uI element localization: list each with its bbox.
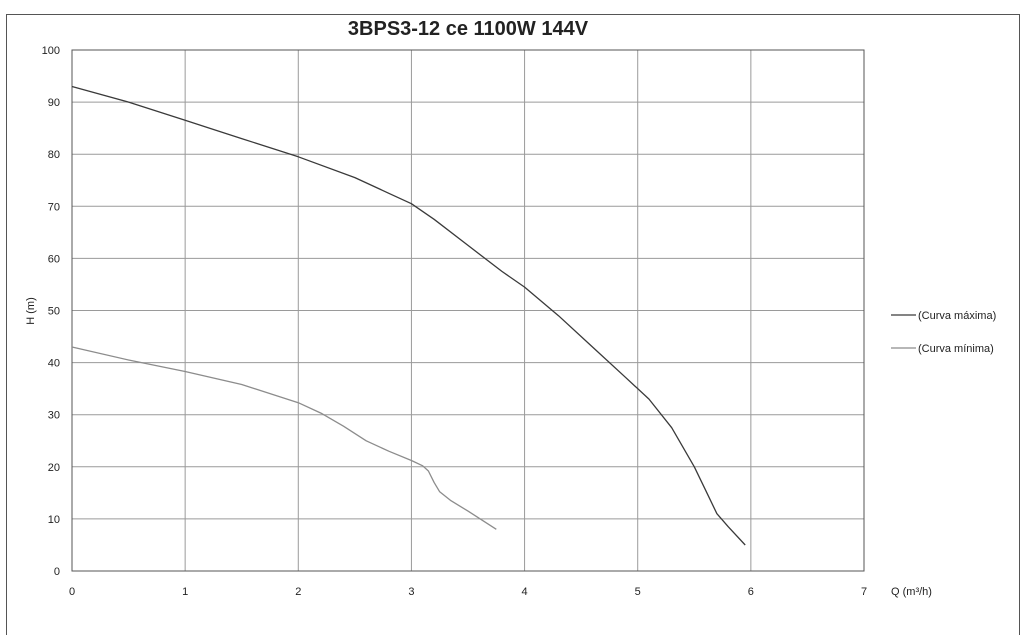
- x-tick-label: 2: [295, 586, 301, 598]
- y-tick-label: 100: [42, 45, 60, 57]
- grid: [71, 49, 865, 572]
- x-tick-label: 0: [69, 586, 75, 598]
- x-tick-label: 4: [522, 586, 528, 598]
- x-axis-label: Q (m³/h): [891, 586, 932, 598]
- chart-frame: [6, 14, 1020, 635]
- series-line-curva-maxima: [71, 85, 746, 546]
- y-axis-label: H (m): [25, 297, 37, 325]
- y-tick-label: 60: [48, 253, 60, 265]
- legend-label: (Curva máxima): [918, 310, 996, 322]
- x-tick-label: 5: [635, 586, 641, 598]
- series-line-curva-minima: [71, 346, 497, 530]
- x-tick-label: 1: [182, 586, 188, 598]
- legend-label: (Curva mínima): [918, 343, 994, 355]
- y-tick-label: 80: [48, 149, 60, 161]
- y-tick-label: 90: [48, 97, 60, 109]
- y-tick-label: 10: [48, 514, 60, 526]
- legend: (Curva máxima) (Curva mínima): [891, 310, 996, 355]
- chart-title: 3BPS3-12 ce 1100W 144V: [347, 18, 589, 40]
- y-tick-label: 0: [54, 566, 60, 578]
- y-tick-label: 20: [48, 462, 60, 474]
- y-tick-label: 70: [48, 201, 60, 213]
- x-tick-label: 7: [861, 586, 867, 598]
- y-tick-label: 30: [48, 410, 60, 422]
- plot-area-border: [71, 49, 865, 572]
- y-tick-label: 40: [48, 358, 60, 370]
- series-group: [71, 85, 746, 546]
- y-tick-label: 50: [48, 306, 60, 318]
- x-tick-label: 6: [748, 586, 754, 598]
- x-tick-label: 3: [408, 586, 414, 598]
